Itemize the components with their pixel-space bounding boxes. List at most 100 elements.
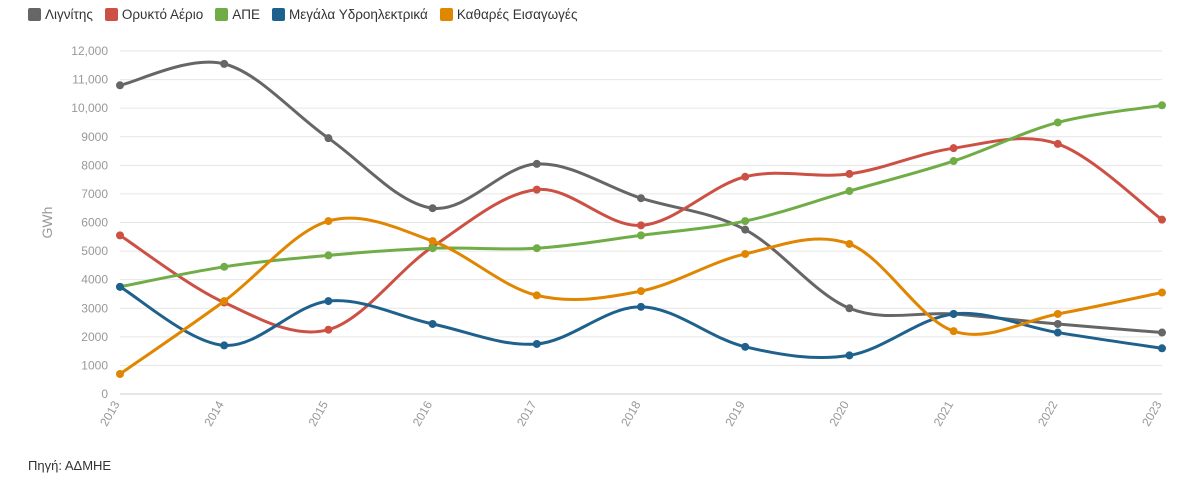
- data-point: [220, 262, 229, 271]
- legend-label: ΑΠΕ: [232, 7, 261, 22]
- data-point: [1158, 288, 1166, 297]
- data-point: [324, 297, 333, 306]
- y-tick-label: 0: [101, 387, 108, 401]
- data-point: [637, 221, 645, 230]
- x-tick-label: 2021: [931, 398, 957, 428]
- legend-item[interactable]: Ορυκτό Αέριο: [104, 7, 204, 22]
- x-tick-label: 2015: [306, 398, 332, 428]
- y-tick-label: 10,000: [71, 101, 108, 115]
- data-point: [637, 302, 645, 311]
- data-point: [1053, 319, 1062, 328]
- data-point: [845, 239, 854, 248]
- data-point: [428, 204, 437, 213]
- series-group: [116, 216, 1166, 378]
- y-tick-label: 9000: [81, 130, 108, 144]
- data-point: [428, 319, 437, 328]
- x-tick-label: 2023: [1139, 398, 1165, 428]
- data-point: [637, 287, 645, 296]
- x-tick-label: 2020: [827, 398, 853, 428]
- legend-swatch: [439, 8, 453, 21]
- data-point: [324, 251, 333, 260]
- legend-item[interactable]: Μεγάλα Υδροηλεκτρικά: [272, 7, 428, 22]
- y-tick-label: 5000: [81, 244, 108, 258]
- data-point: [741, 225, 750, 234]
- data-point: [1158, 215, 1166, 224]
- y-tick-label: 2000: [81, 330, 108, 344]
- data-point: [220, 297, 229, 306]
- data-point: [741, 342, 750, 351]
- data-point: [845, 187, 854, 196]
- x-tick-label: 2022: [1035, 398, 1061, 428]
- data-point: [532, 339, 541, 348]
- data-point: [116, 282, 124, 291]
- data-point: [637, 231, 645, 240]
- x-tick-label: 2016: [410, 398, 436, 428]
- series-group: [116, 282, 1166, 360]
- y-tick-label: 11,000: [72, 73, 108, 87]
- data-point: [1158, 344, 1166, 353]
- legend-item[interactable]: Καθαρές Εισαγωγές: [439, 7, 578, 22]
- data-point: [324, 134, 333, 143]
- series-line: [118, 216, 1164, 376]
- series-group: [116, 101, 1166, 291]
- y-axis-ticks: 0 1000 2000 3000 4000 5000 6000 7000 8000 9000 10,…: [71, 44, 108, 401]
- data-point: [428, 237, 437, 246]
- data-point: [741, 249, 750, 258]
- legend-label: Καθαρές Εισαγωγές: [456, 7, 578, 22]
- data-point: [949, 157, 958, 166]
- data-point: [949, 309, 958, 318]
- data-point: [637, 194, 645, 203]
- data-point: [532, 159, 541, 168]
- data-point: [532, 291, 541, 300]
- data-point: [949, 327, 958, 336]
- data-point: [741, 172, 750, 181]
- x-axis-ticks: 2013 2014 2015 2016 2017 2018 2019 2020 2021 2022…: [97, 398, 1165, 428]
- data-point: [1158, 328, 1166, 337]
- legend-label: Ορυκτό Αέριο: [121, 7, 204, 22]
- data-point: [741, 217, 750, 226]
- data-point: [220, 341, 229, 350]
- data-point: [845, 351, 854, 360]
- x-tick-label: 2017: [514, 398, 540, 428]
- data-point: [845, 169, 854, 178]
- data-point: [1053, 118, 1062, 127]
- x-tick-label: 2014: [201, 398, 227, 428]
- data-point: [1158, 101, 1166, 110]
- y-tick-label: 3000: [81, 301, 108, 315]
- data-point: [220, 59, 229, 68]
- legend: Λιγνίτης Ορυκτό Αέριο ΑΠΕ Μεγάλα Υδροηλεκτρ…: [28, 7, 577, 22]
- data-point: [532, 244, 541, 253]
- legend-label: Μεγάλα Υδροηλεκτρικά: [289, 7, 428, 22]
- legend-swatch: [272, 8, 286, 21]
- x-tick-label: 2019: [722, 398, 748, 428]
- data-point: [116, 231, 124, 240]
- x-tick-label: 2018: [618, 398, 644, 428]
- legend-item[interactable]: ΑΠΕ: [215, 7, 260, 22]
- series-line: [118, 285, 1164, 360]
- x-tick-label: 2013: [97, 398, 123, 428]
- data-point: [428, 244, 437, 253]
- source-note: Πηγή: ΑΔΜΗΕ: [28, 458, 112, 473]
- data-point: [1053, 309, 1062, 318]
- data-point: [845, 304, 854, 313]
- series-group: [116, 59, 1166, 337]
- y-tick-label: 12,000: [71, 44, 108, 58]
- y-axis-title: GWh: [39, 207, 55, 239]
- data-point: [1053, 328, 1062, 337]
- data-point: [1053, 139, 1062, 148]
- legend-swatch: [28, 8, 41, 21]
- data-point: [116, 81, 124, 90]
- y-tick-label: 6000: [81, 216, 108, 230]
- legend-label: Λιγνίτης: [45, 7, 93, 22]
- y-tick-label: 7000: [81, 187, 108, 201]
- legend-item[interactable]: Λιγνίτης: [28, 7, 93, 22]
- data-point: [949, 144, 958, 153]
- data-point: [116, 369, 124, 378]
- data-point: [324, 325, 333, 334]
- data-point: [324, 217, 333, 226]
- line-chart: 0 1000 2000 3000 4000 5000 6000 7000 8000 9000 10,…: [39, 44, 1166, 429]
- legend-swatch: [104, 8, 118, 21]
- y-tick-label: 8000: [81, 158, 108, 172]
- data-point: [532, 185, 541, 194]
